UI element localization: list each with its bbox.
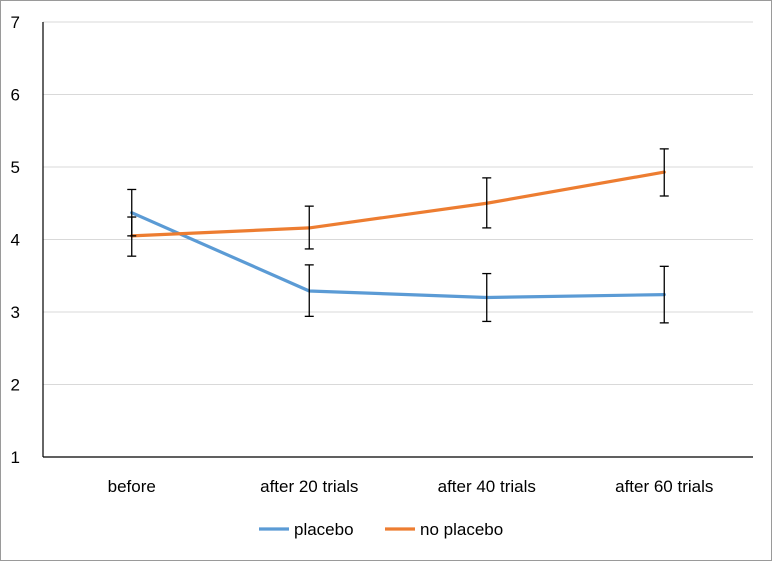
legend-item-placebo: placebo: [259, 520, 354, 539]
x-tick-label: after 20 trials: [260, 477, 358, 496]
x-tick-label: after 60 trials: [615, 477, 713, 496]
axes: [42, 22, 753, 458]
y-tick-label: 5: [11, 158, 20, 177]
error-bar-no-placebo: [127, 216, 137, 257]
error-bar-placebo: [304, 264, 314, 318]
error-bars: [127, 148, 669, 324]
y-tick-label: 3: [11, 303, 20, 322]
legend: placebo no placebo: [259, 520, 503, 539]
y-tick-label: 2: [11, 376, 20, 395]
x-tick-labels: before after 20 trials after 40 trials afte…: [108, 477, 714, 496]
y-tick-label: 6: [11, 86, 20, 105]
error-bar-no-placebo: [304, 205, 314, 250]
error-bar-placebo: [482, 272, 492, 323]
error-bar-no-placebo: [659, 148, 669, 197]
y-tick-labels: 1 2 3 4 5 6 7: [11, 13, 20, 467]
y-tick-label: 1: [11, 448, 20, 467]
legend-label: no placebo: [420, 520, 503, 539]
legend-label: placebo: [294, 520, 354, 539]
series-line-placebo: [130, 211, 666, 300]
gridlines: [43, 21, 753, 385]
x-tick-label: after 40 trials: [438, 477, 536, 496]
series-lines: [130, 170, 666, 300]
y-tick-label: 7: [11, 13, 20, 32]
series-line-no-placebo: [130, 170, 666, 238]
error-bar-placebo: [659, 265, 669, 324]
error-bar-no-placebo: [482, 177, 492, 229]
x-tick-label: before: [108, 477, 156, 496]
y-tick-label: 4: [11, 231, 20, 250]
legend-item-no-placebo: no placebo: [385, 520, 503, 539]
